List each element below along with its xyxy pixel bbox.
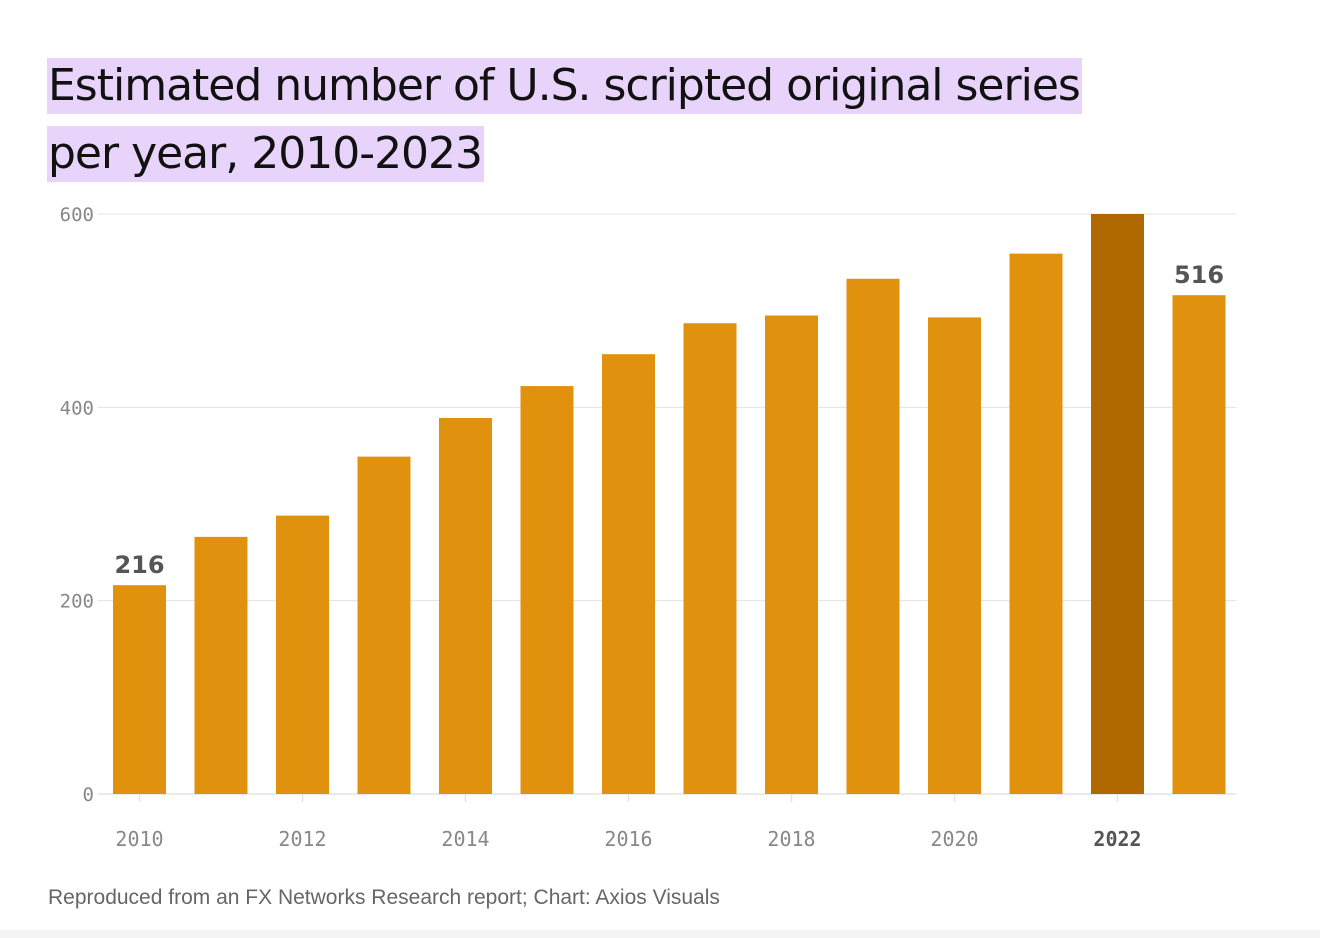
y-tick-label-0: 0: [83, 784, 94, 806]
data-label-2023: 516: [1174, 261, 1224, 289]
source-footnote: Reproduced from an FX Networks Research …: [48, 886, 720, 909]
x-tick-label-2022: 2022: [1093, 827, 1141, 851]
x-tick-label-2018: 2018: [767, 827, 815, 851]
data-label-2010: 216: [114, 551, 164, 579]
bar-2018: [765, 315, 818, 794]
bottom-divider: [0, 930, 1320, 938]
x-tick-label-2016: 2016: [604, 827, 652, 851]
bar-2010: [113, 585, 166, 794]
x-tick-label-2010: 2010: [115, 827, 163, 851]
bar-2011: [194, 536, 248, 794]
bar-chart: 0 200 400 600 2010 2012 2014 2016 2018 2020 2022 21…: [60, 204, 1236, 851]
y-tick-label-600: 600: [60, 204, 94, 226]
bar-2023: [1172, 295, 1226, 794]
bar-2012: [276, 515, 329, 794]
bar-2016: [602, 354, 655, 794]
title-line-1: Estimated number of U.S. scripted origin…: [47, 58, 1082, 114]
bar-2015: [520, 386, 574, 794]
y-tick-label-200: 200: [60, 591, 94, 613]
bar-2019: [846, 278, 900, 794]
bar-2017: [683, 323, 737, 794]
x-tick-label-2014: 2014: [441, 827, 489, 851]
title-line-2: per year, 2010-2023: [47, 126, 485, 182]
bar-2014: [439, 417, 492, 794]
y-tick-label-400: 400: [60, 397, 94, 419]
bar-2013: [357, 456, 411, 794]
bar-2022: [1091, 214, 1144, 794]
x-tick-label-2020: 2020: [930, 827, 978, 851]
x-tick-label-2012: 2012: [278, 827, 326, 851]
bar-2020: [928, 317, 981, 794]
chart-title: Estimated number of U.S. scripted origin…: [47, 58, 1247, 194]
bar-2021: [1009, 253, 1063, 795]
